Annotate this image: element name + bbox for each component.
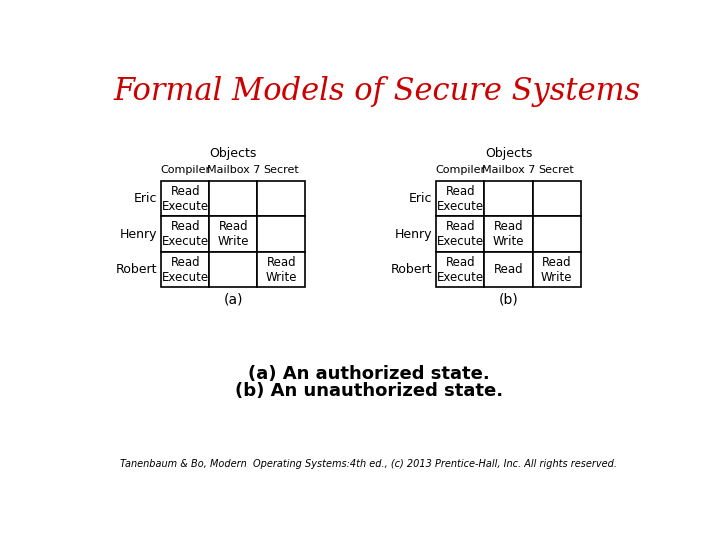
Text: Mailbox 7: Mailbox 7 (482, 165, 535, 176)
Bar (533, 252, 580, 287)
Text: Read
Write: Read Write (266, 255, 297, 284)
Bar (258, 252, 305, 287)
Bar (485, 181, 533, 217)
Text: Read
Execute: Read Execute (437, 220, 484, 248)
Bar (210, 252, 258, 287)
Text: Objects: Objects (210, 147, 257, 160)
Text: Henry: Henry (395, 228, 433, 241)
Text: Mailbox 7: Mailbox 7 (207, 165, 260, 176)
Text: (b): (b) (499, 293, 518, 307)
Text: Eric: Eric (134, 192, 158, 205)
Text: Read: Read (494, 263, 523, 276)
Text: Secret: Secret (539, 165, 575, 176)
Text: Objects: Objects (485, 147, 532, 160)
Bar (533, 217, 580, 252)
Bar (161, 181, 210, 217)
Text: (a) An authorized state.: (a) An authorized state. (248, 366, 490, 383)
Text: Compiler: Compiler (436, 165, 485, 176)
Bar (533, 181, 580, 217)
Text: Read
Execute: Read Execute (162, 255, 209, 284)
Text: Formal Models of Secure Systems: Formal Models of Secure Systems (113, 76, 640, 107)
Text: (b) An unauthorized state.: (b) An unauthorized state. (235, 382, 503, 400)
Bar (161, 252, 210, 287)
Bar (258, 181, 305, 217)
Text: Read
Write: Read Write (541, 255, 572, 284)
Text: Robert: Robert (391, 263, 433, 276)
Bar (436, 217, 485, 252)
Bar (485, 217, 533, 252)
Bar (436, 252, 485, 287)
Bar (258, 217, 305, 252)
Text: Eric: Eric (409, 192, 433, 205)
Bar (161, 217, 210, 252)
Text: Secret: Secret (264, 165, 300, 176)
Text: Tanenbaum & Bo, Modern  Operating Systems:4th ed., (c) 2013 Prentice-Hall, Inc. : Tanenbaum & Bo, Modern Operating Systems… (120, 458, 618, 469)
Text: Read
Execute: Read Execute (162, 220, 209, 248)
Bar (210, 217, 258, 252)
Text: Read
Execute: Read Execute (162, 185, 209, 213)
Bar (210, 181, 258, 217)
Text: Read
Write: Read Write (217, 220, 249, 248)
Text: Henry: Henry (120, 228, 158, 241)
Bar (485, 252, 533, 287)
Bar (436, 181, 485, 217)
Text: Read
Write: Read Write (492, 220, 524, 248)
Text: Read
Execute: Read Execute (437, 185, 484, 213)
Text: (a): (a) (224, 293, 243, 307)
Text: Read
Execute: Read Execute (437, 255, 484, 284)
Text: Robert: Robert (116, 263, 158, 276)
Text: Compiler: Compiler (161, 165, 210, 176)
